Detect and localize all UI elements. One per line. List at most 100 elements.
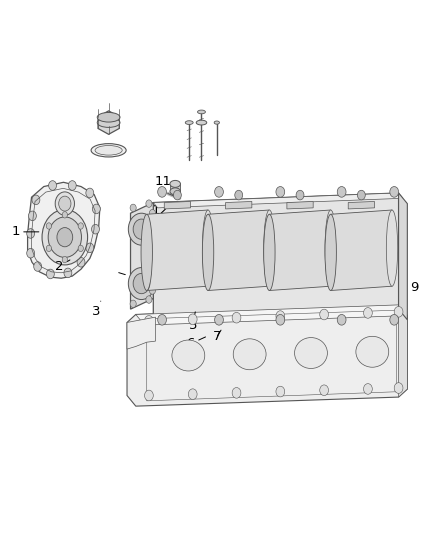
Ellipse shape: [214, 121, 219, 124]
Circle shape: [28, 211, 36, 221]
Ellipse shape: [356, 336, 389, 367]
Circle shape: [232, 387, 241, 398]
Circle shape: [149, 209, 155, 217]
Circle shape: [145, 316, 153, 326]
Polygon shape: [153, 193, 399, 319]
Circle shape: [276, 187, 285, 197]
Polygon shape: [164, 201, 191, 209]
Circle shape: [158, 187, 166, 197]
Text: 3: 3: [92, 301, 101, 318]
Circle shape: [42, 209, 88, 265]
Circle shape: [49, 181, 57, 190]
Circle shape: [27, 248, 35, 258]
Circle shape: [92, 224, 99, 234]
Polygon shape: [348, 201, 374, 209]
Circle shape: [130, 204, 136, 212]
Polygon shape: [127, 317, 155, 349]
Text: 5: 5: [188, 312, 197, 332]
Ellipse shape: [170, 180, 180, 188]
Circle shape: [34, 262, 42, 271]
Polygon shape: [28, 182, 100, 278]
Ellipse shape: [264, 214, 275, 290]
Circle shape: [48, 217, 81, 257]
Ellipse shape: [325, 214, 336, 290]
Ellipse shape: [97, 118, 120, 127]
Circle shape: [46, 223, 52, 229]
Ellipse shape: [294, 337, 327, 368]
Ellipse shape: [264, 210, 275, 286]
Circle shape: [59, 196, 71, 211]
Polygon shape: [147, 210, 208, 290]
Ellipse shape: [233, 339, 266, 370]
Circle shape: [68, 181, 76, 190]
Polygon shape: [287, 201, 313, 209]
Circle shape: [276, 314, 285, 325]
Ellipse shape: [386, 210, 398, 286]
Ellipse shape: [202, 210, 214, 286]
Circle shape: [296, 190, 304, 200]
Circle shape: [55, 192, 74, 215]
Circle shape: [57, 228, 73, 247]
Polygon shape: [131, 203, 153, 309]
Polygon shape: [136, 305, 407, 325]
Circle shape: [128, 213, 155, 245]
Text: 2: 2: [55, 260, 70, 273]
Polygon shape: [269, 210, 331, 290]
Circle shape: [149, 287, 155, 294]
Ellipse shape: [95, 146, 122, 155]
Circle shape: [320, 309, 328, 320]
Circle shape: [133, 219, 150, 239]
Polygon shape: [170, 184, 180, 191]
Circle shape: [133, 273, 150, 294]
Circle shape: [320, 385, 328, 395]
Circle shape: [173, 190, 181, 200]
Circle shape: [188, 314, 197, 325]
Circle shape: [188, 389, 197, 400]
Ellipse shape: [185, 120, 193, 124]
Circle shape: [64, 268, 72, 278]
Circle shape: [276, 311, 285, 321]
Text: 12: 12: [152, 204, 173, 217]
Circle shape: [128, 268, 155, 300]
Circle shape: [62, 212, 67, 218]
Circle shape: [390, 187, 399, 197]
Circle shape: [232, 312, 241, 323]
Circle shape: [394, 306, 403, 317]
Text: 8: 8: [302, 338, 311, 364]
Circle shape: [78, 245, 83, 252]
Polygon shape: [208, 210, 269, 290]
Circle shape: [77, 257, 85, 267]
Ellipse shape: [196, 120, 207, 125]
Circle shape: [86, 188, 94, 198]
Polygon shape: [226, 201, 252, 209]
Ellipse shape: [97, 112, 120, 122]
Circle shape: [62, 256, 67, 263]
Circle shape: [337, 187, 346, 197]
Text: 10: 10: [346, 227, 367, 241]
Circle shape: [337, 314, 346, 325]
Circle shape: [46, 245, 52, 252]
Circle shape: [364, 384, 372, 394]
Text: 6: 6: [186, 337, 205, 350]
Circle shape: [146, 200, 152, 207]
Circle shape: [215, 187, 223, 197]
Polygon shape: [127, 305, 407, 406]
Ellipse shape: [202, 214, 214, 290]
Ellipse shape: [91, 144, 126, 157]
Circle shape: [158, 314, 166, 325]
Polygon shape: [399, 305, 407, 397]
Circle shape: [130, 300, 136, 308]
Circle shape: [86, 243, 94, 253]
Circle shape: [32, 195, 40, 205]
Circle shape: [46, 269, 54, 279]
Text: 1: 1: [11, 225, 39, 238]
Circle shape: [145, 390, 153, 401]
Ellipse shape: [172, 340, 205, 371]
Circle shape: [146, 296, 152, 303]
Ellipse shape: [141, 214, 152, 290]
Circle shape: [27, 229, 35, 238]
Text: 9: 9: [399, 281, 418, 294]
Ellipse shape: [170, 188, 180, 195]
Polygon shape: [399, 193, 407, 320]
Circle shape: [276, 386, 285, 397]
